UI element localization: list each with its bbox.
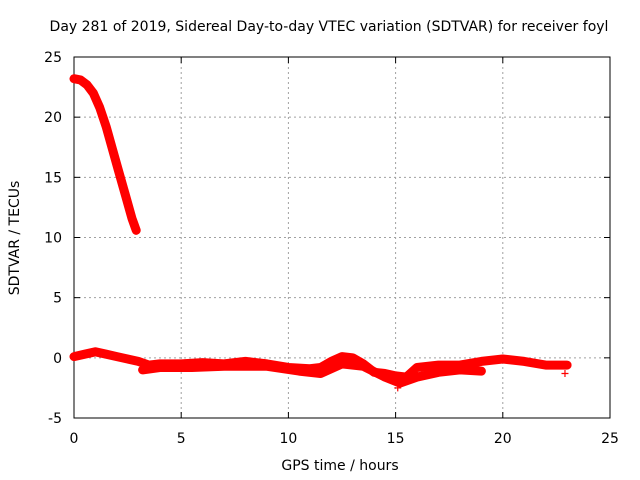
data-point [563,361,571,369]
data-point [413,363,421,371]
data-point [76,76,84,84]
y-tick-label: 25 [44,50,62,66]
x-tick-label: 15 [387,431,405,447]
y-tick-label: -5 [48,411,62,427]
data-point [134,357,142,365]
y-tick-label: 20 [44,110,62,126]
data-point-outlier [561,369,569,377]
data-point [89,89,97,97]
data-point [124,355,132,363]
data-point [499,355,507,363]
x-tick-label: 0 [70,431,79,447]
x-tick-label: 5 [177,431,186,447]
data-point [338,360,346,368]
data-point [542,361,550,369]
data-point [359,362,367,370]
data-point [477,357,485,365]
y-tick-label: 15 [44,170,62,186]
plot-frame [73,56,611,419]
data-point [456,366,464,374]
x-axis: 0 5 10 15 20 25 [70,431,619,447]
data-point [83,81,91,89]
data-point-outlier [394,384,402,392]
data-point [102,350,110,358]
data-point [96,104,104,112]
data-point [70,353,78,361]
x-axis-label: GPS time / hours [281,458,398,474]
data-point [381,373,389,381]
x-tick-label: 20 [494,431,512,447]
x-tick-label: 25 [601,431,619,447]
data-point [128,214,136,222]
data-point [295,367,303,375]
y-tick-label: 5 [53,291,62,307]
data-point [396,379,404,387]
data-point [434,368,442,376]
y-axis: -5 0 5 10 15 20 25 [44,50,62,427]
series-band-descending-arc [69,74,141,235]
y-tick-label: 0 [53,351,62,367]
data-point [413,373,421,381]
data-point [520,357,528,365]
data-point [70,75,78,83]
y-tick-label: 10 [44,231,62,247]
data-point [156,363,164,371]
x-tick-label: 10 [279,431,297,447]
data-point [188,363,196,371]
y-axis-label: SDTVAR / TECUs [7,181,23,296]
data-point [113,353,121,361]
data-point [338,353,346,361]
data-marks [69,74,572,392]
data-point [91,348,99,356]
data-point [139,366,147,374]
data-point [317,369,325,377]
data-point [434,361,442,369]
data-point [132,226,140,234]
data-point [220,362,228,370]
data-point [109,146,117,154]
data-point [102,123,110,131]
data-point [121,191,129,199]
data-point [81,350,89,358]
data-point [263,362,271,370]
data-point [349,354,357,362]
data-point [327,357,335,365]
chart-title: Day 281 of 2019, Sidereal Day-to-day VTE… [50,19,609,35]
data-point [477,367,485,375]
data-point [115,169,123,177]
